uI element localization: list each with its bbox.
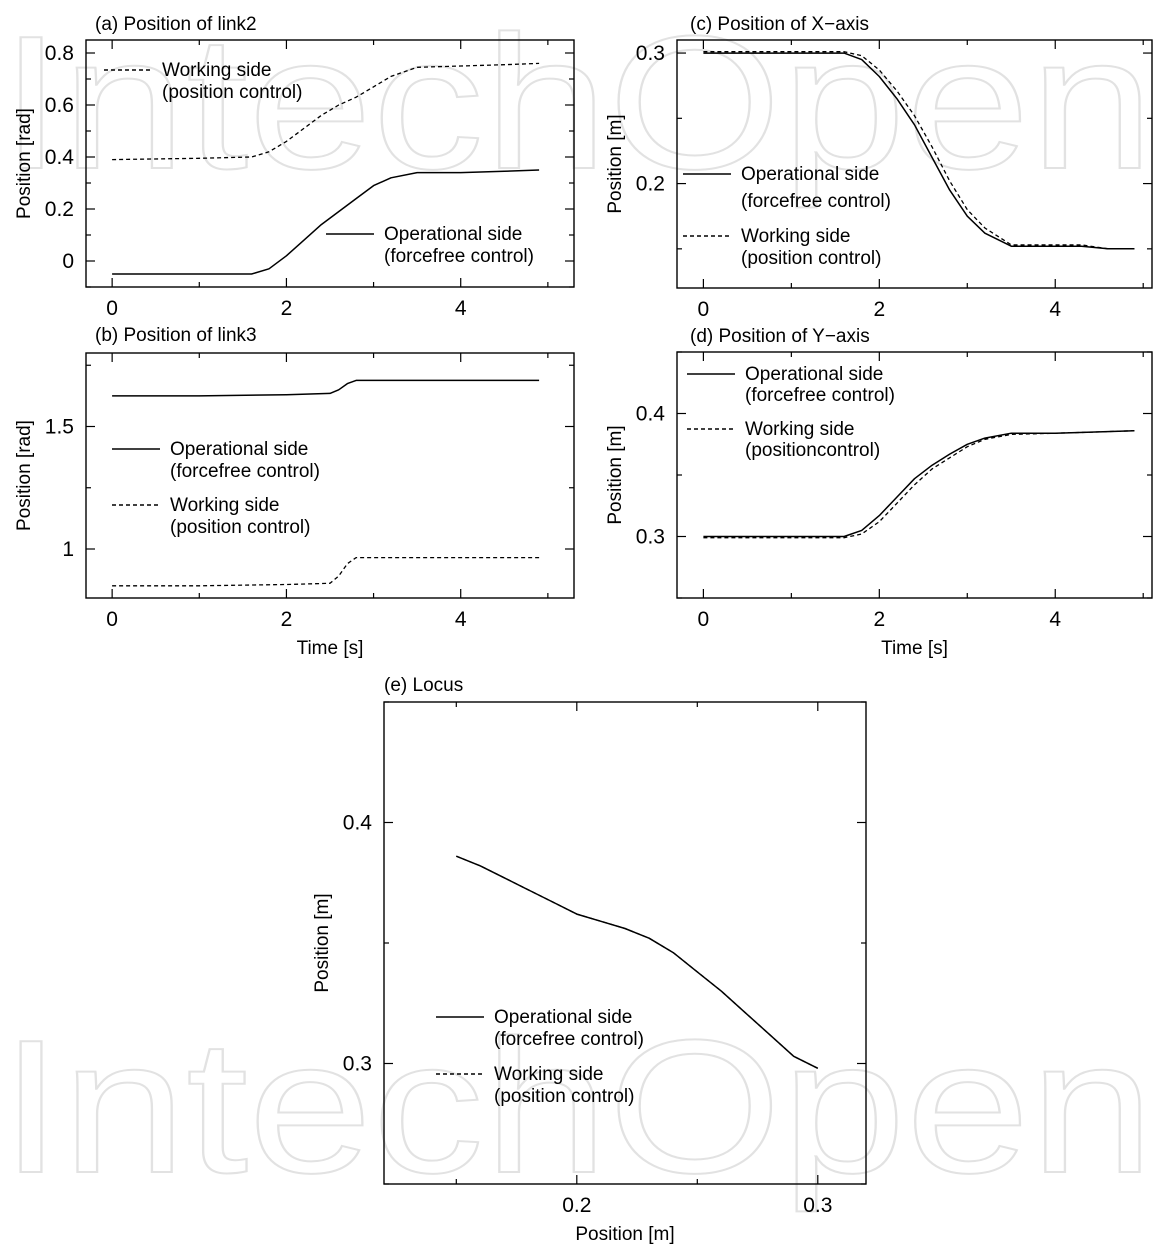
legend-label: (forcefree control) [745,385,895,406]
chart-title: (e) Locus [384,675,463,696]
x-tick-label: 2 [873,298,885,321]
chart-title: (b) Position of link3 [95,325,257,346]
x-axis-title: Time [s] [881,638,948,659]
legend-label: Working side [162,60,271,81]
y-tick-label: 0.3 [636,42,665,65]
y-tick-label: 0.2 [636,173,665,196]
legend-label: (forcefree control) [384,246,534,267]
series-working-side-line [112,556,540,587]
legend-label: (position control) [494,1086,634,1107]
watermark: IntechOpen IntechOpen [0,0,1154,1214]
series-working-side-line [456,855,819,1069]
y-tick-label: 0.6 [45,94,74,117]
series-working-side-line [703,430,1135,539]
x-tick-label: 4 [1049,298,1061,321]
legend-label: Operational side [384,224,522,245]
chart-c: (c) Position of X−axis 0 2 4 0.2 0.3 Position … [605,14,1153,321]
y-tick-label: 0.3 [343,1053,372,1076]
chart-title: (a) Position of link2 [95,14,257,35]
chart-d: (d) Position of Y−axis 0 2 4 0.3 0.4 Time [s] P… [605,326,1153,659]
x-tick-label: 0 [698,608,710,631]
x-axis-title: Position [m] [575,1224,674,1245]
x-tick-label: 0.3 [803,1194,832,1217]
legend-label: Working side [741,226,850,247]
y-tick-label: 0.4 [45,146,75,169]
x-tick-label: 2 [281,297,293,320]
legend-entry: Working side(positioncontrol) [687,419,880,461]
chart-b: (b) Position of link3 0 2 4 1 1.5 Time [s] Posi… [14,325,575,659]
series-working-side-line [112,62,540,161]
legend-label: (position control) [170,517,310,538]
chart-e: (e) Locus 0.2 0.3 0.3 0.4 Position [m] Positio… [312,675,867,1245]
legend-label: Operational side [745,364,883,385]
legend-label: (forcefree control) [170,461,320,482]
y-tick-label: 0 [62,250,74,273]
legend-entry: Operational side(forcefree control) [326,224,534,267]
plots-layer: (a) Position of link2 0 2 4 0 0.2 0.4 0.6 0.8 Pos… [14,14,1153,1245]
chart-a: (a) Position of link2 0 2 4 0 0.2 0.4 0.6 0.8 Pos… [14,14,575,320]
x-tick-label: 0 [106,608,118,631]
legend-label: Operational side [741,164,879,185]
chart-title: (d) Position of Y−axis [690,326,870,347]
legend-label: Working side [745,419,854,440]
legend-entry: Operational side (forcefree control) [683,164,891,212]
legend-label: Operational side [494,1007,632,1028]
legend-entry: Working side(position control) [112,495,310,538]
legend-label: (forcefree control) [494,1029,644,1050]
x-tick-label: 0 [106,297,118,320]
plot-frame [676,39,1153,289]
plot-frame [85,352,575,599]
y-tick-label: 1 [62,538,74,561]
x-axis-title: Time [s] [297,638,364,659]
legend-entry: Working side(position control) [104,60,302,103]
x-tick-label: 0.2 [562,1194,591,1217]
legend-entry: Operational side(forcefree control) [112,439,320,482]
y-axis-title: Position [m] [605,114,626,213]
legend-label: (forcefree control) [741,191,891,212]
legend-entry: Working side(position control) [436,1064,634,1107]
series-operational-side-line [112,379,540,397]
y-tick-label: 0.4 [343,812,373,835]
legend-entry: Operational side(forcefree control) [436,1007,644,1050]
legend-entry: Working side(position control) [683,226,881,269]
y-axis-title: Position [m] [312,893,333,992]
legend-label: (positioncontrol) [745,440,880,461]
x-tick-label: 2 [281,608,293,631]
x-tick-label: 0 [698,298,710,321]
y-tick-label: 0.4 [636,403,666,426]
legend-label: (position control) [162,82,302,103]
y-tick-label: 0.2 [45,198,74,221]
legend-label: Working side [170,495,279,516]
y-tick-label: 0.8 [45,42,74,65]
legend-label: Working side [494,1064,603,1085]
y-axis-title: Position [rad] [14,108,35,219]
x-tick-label: 4 [455,297,467,320]
legend-label: (position control) [741,248,881,269]
legend-entry: Operational side(forcefree control) [687,364,895,406]
watermark-top: IntechOpen [0,0,1154,209]
chart-title: (c) Position of X−axis [690,14,869,35]
x-tick-label: 2 [873,608,885,631]
series-working-side-line [703,51,1135,250]
y-axis-title: Position [m] [605,425,626,524]
y-axis-title: Position [rad] [14,420,35,531]
x-tick-label: 4 [1049,608,1061,631]
y-tick-label: 1.5 [45,416,74,439]
y-tick-label: 0.3 [636,526,665,549]
x-tick-label: 4 [455,608,467,631]
series-operational-side-line [112,169,540,275]
plot-frame [85,39,575,288]
series-operational-side-line [703,52,1135,250]
legend-label: Operational side [170,439,308,460]
